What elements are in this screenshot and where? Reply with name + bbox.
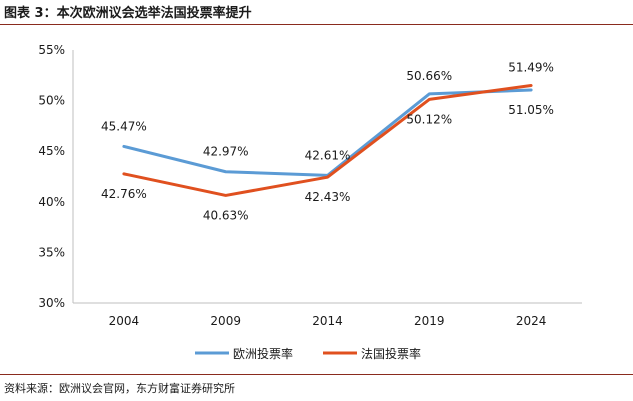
y-tick-label: 30% <box>38 296 65 310</box>
y-tick-label: 50% <box>38 94 65 108</box>
x-tick-label: 2004 <box>109 314 140 328</box>
legend-label: 欧洲投票率 <box>233 346 293 361</box>
data-label-france: 50.12% <box>406 112 452 126</box>
x-tick-label: 2014 <box>312 314 343 328</box>
data-label-europe: 42.61% <box>305 148 351 162</box>
x-tick-label: 2019 <box>414 314 445 328</box>
series-line-france <box>122 84 533 197</box>
y-tick-label: 40% <box>38 195 65 209</box>
source-note: 资料来源：欧洲议会官网，东方财富证券研究所 <box>4 382 235 395</box>
source-divider <box>0 374 633 375</box>
data-label-europe: 42.97% <box>203 145 249 159</box>
data-label-france: 51.49% <box>508 61 554 75</box>
y-tick-label: 35% <box>38 245 65 259</box>
data-label-europe: 45.47% <box>101 119 147 133</box>
y-tick-label: 55% <box>38 43 65 57</box>
data-label-europe: 51.05% <box>508 103 554 117</box>
legend-label: 法国投票率 <box>361 346 421 361</box>
data-label-france: 40.63% <box>203 208 249 222</box>
series-line-europe <box>122 88 533 177</box>
x-tick-label: 2024 <box>516 314 547 328</box>
data-label-europe: 50.66% <box>406 69 452 83</box>
data-label-france: 42.76% <box>101 187 147 201</box>
figure-title: 图表 3：本次欧洲议会选举法国投票率提升 <box>4 6 252 21</box>
data-label-france: 42.43% <box>305 190 351 204</box>
x-tick-label: 2009 <box>210 314 241 328</box>
title-divider <box>0 24 633 25</box>
y-tick-label: 45% <box>38 144 65 158</box>
